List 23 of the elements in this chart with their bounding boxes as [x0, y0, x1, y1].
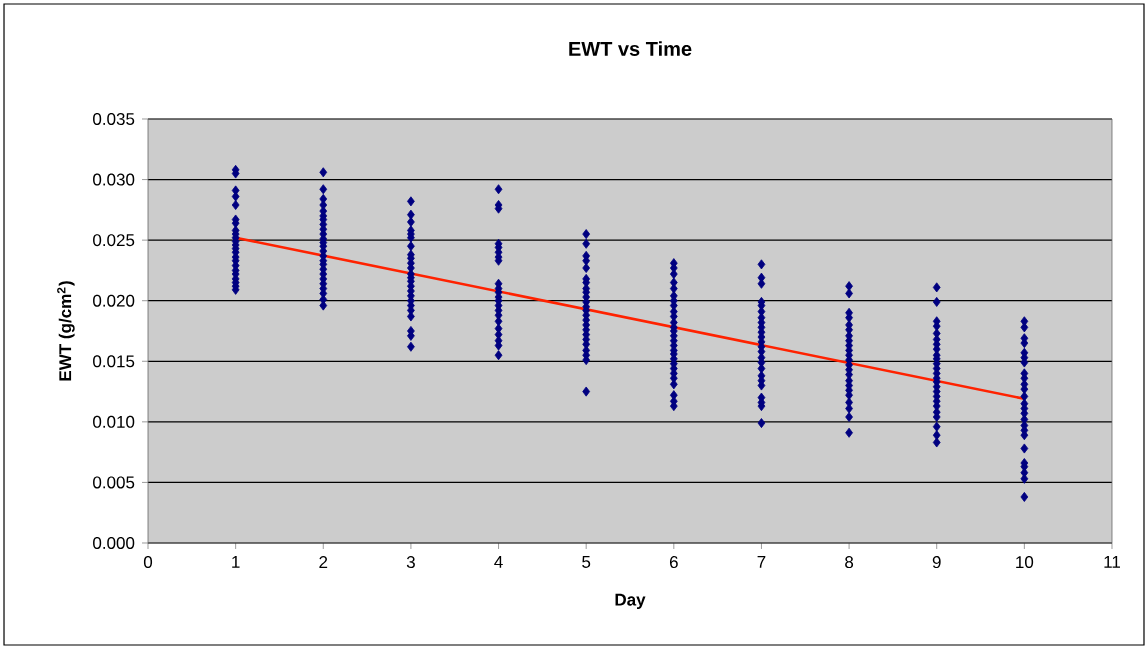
y-tick-label: 0.035	[93, 112, 135, 126]
y-tick-label: 0.005	[93, 476, 135, 489]
x-tick-label: 9	[932, 556, 941, 569]
chart-title: EWT vs Time	[569, 41, 692, 56]
y-tick-label: 0.010	[93, 415, 135, 428]
x-tick-label: 10	[1016, 556, 1034, 569]
y-tick-label: 0.000	[93, 536, 135, 549]
x-tick-label: 11	[1104, 556, 1120, 568]
x-tick-label: 3	[406, 556, 415, 569]
y-tick-label: 0.030	[93, 173, 135, 186]
x-tick-label: 7	[757, 556, 766, 568]
x-tick-label: 1	[232, 556, 240, 568]
x-tick-label: 2	[319, 556, 328, 568]
x-tick-label: 4	[494, 556, 503, 568]
x-tick-label: 5	[582, 556, 591, 568]
x-tick-label: 0	[143, 556, 153, 569]
x-axis-title: Day	[615, 593, 646, 610]
y-axis-title: EWT (g/cm$^{2}$)	[57, 281, 75, 381]
y-tick-label: 0.015	[93, 355, 135, 368]
y-tick-label: 0.025	[93, 234, 135, 247]
x-tick-label: 6	[669, 556, 678, 569]
y-tick-label: 0.020	[93, 294, 135, 307]
x-tick-label: 8	[845, 556, 854, 569]
